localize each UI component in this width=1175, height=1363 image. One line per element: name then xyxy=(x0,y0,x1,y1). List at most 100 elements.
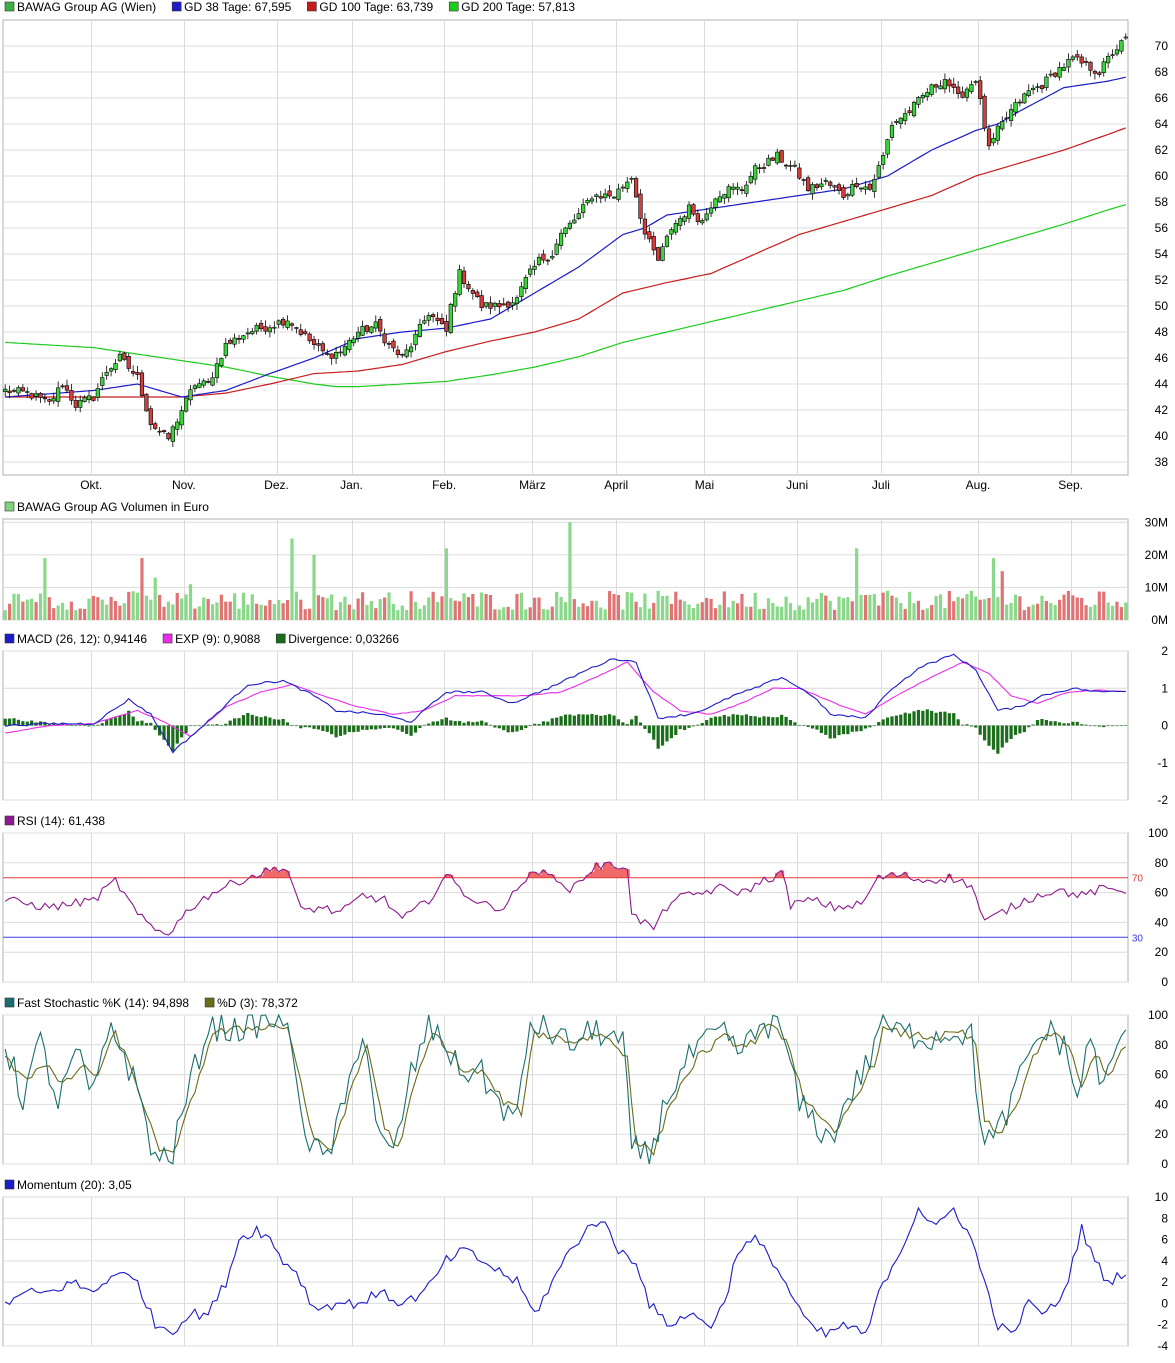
macd-legend-swatch xyxy=(276,634,285,643)
divergence-bar xyxy=(679,726,682,730)
divergence-bar xyxy=(392,726,395,729)
candle-body xyxy=(330,354,334,359)
volume-bar xyxy=(533,598,536,620)
momentum-legend-swatch xyxy=(5,1180,14,1189)
divergence-bar xyxy=(661,726,664,746)
candle-body xyxy=(643,219,647,234)
candle-body xyxy=(996,126,1000,140)
price-legend-swatch xyxy=(449,2,458,11)
divergence-bar xyxy=(1115,726,1118,727)
volume-bar xyxy=(348,605,351,620)
candle-body xyxy=(502,304,506,305)
divergence-bar xyxy=(732,714,735,725)
candle-body xyxy=(467,284,471,289)
rsi-tick-label: 80 xyxy=(1155,856,1169,870)
candle-body xyxy=(718,197,722,202)
divergence-bar xyxy=(334,726,337,738)
volume-bar xyxy=(679,600,682,620)
divergence-bar xyxy=(304,726,307,728)
divergence-bar xyxy=(723,715,726,726)
candle-body xyxy=(409,347,413,352)
divergence-bar xyxy=(965,724,968,725)
divergence-bar xyxy=(859,726,862,732)
volume-bar xyxy=(396,610,399,620)
divergence-bar xyxy=(908,713,911,725)
divergence-bar xyxy=(193,726,196,727)
divergence-bar xyxy=(590,714,593,726)
divergence-bar xyxy=(899,715,902,726)
divergence-bar xyxy=(546,722,549,726)
candlestick xyxy=(912,101,916,118)
volume-bar xyxy=(965,594,968,620)
candle-body xyxy=(334,352,338,358)
volume-bar xyxy=(61,603,64,620)
candle-body xyxy=(321,344,325,351)
candle-body xyxy=(983,96,987,128)
divergence-bar xyxy=(489,725,492,726)
volume-bar xyxy=(542,609,545,620)
volume-bar xyxy=(220,595,223,620)
momentum-tick-label: 0 xyxy=(1161,1296,1168,1310)
volume-bar xyxy=(374,608,377,620)
candle-body xyxy=(511,303,515,306)
divergence-bar xyxy=(939,712,942,726)
candle-body xyxy=(3,389,7,392)
candle-body xyxy=(542,254,546,260)
divergence-bar xyxy=(418,726,421,728)
candle-body xyxy=(877,166,881,178)
volume-bar xyxy=(326,598,329,620)
divergence-bar xyxy=(846,726,849,735)
candle-body xyxy=(564,228,568,234)
divergence-bar xyxy=(237,718,240,725)
candle-body xyxy=(96,389,100,398)
volume-bar xyxy=(529,607,532,620)
candle-body xyxy=(595,195,599,197)
divergence-bar xyxy=(123,714,126,725)
candle-body xyxy=(736,187,740,189)
divergence-bar xyxy=(630,719,633,725)
volume-bar xyxy=(820,593,823,620)
candle-body xyxy=(220,358,224,365)
volume-bar xyxy=(573,599,576,620)
price-tick-label: 42 xyxy=(1155,403,1169,417)
candle-body xyxy=(1045,77,1049,88)
divergence-bar xyxy=(396,726,399,730)
candle-body xyxy=(868,184,872,189)
divergence-bar xyxy=(807,726,810,727)
stoch-tick-label: 40 xyxy=(1155,1097,1169,1111)
volume-bar xyxy=(317,595,320,620)
volume-bar xyxy=(648,609,651,620)
candle-body xyxy=(987,129,991,146)
candle-body xyxy=(158,431,162,432)
volume-bar xyxy=(520,593,523,620)
volume-bar xyxy=(401,606,404,620)
price-tick-label: 46 xyxy=(1155,351,1169,365)
volume-bar xyxy=(295,592,298,620)
candle-body xyxy=(48,400,52,402)
divergence-bar xyxy=(317,726,320,730)
candle-body xyxy=(396,350,400,355)
volume-bar xyxy=(696,604,699,620)
divergence-bar xyxy=(295,726,298,727)
macd-legend-label: Divergence: 0,03266 xyxy=(288,632,399,646)
divergence-bar xyxy=(114,717,117,725)
volume-bar xyxy=(789,603,792,620)
divergence-bar xyxy=(282,719,285,726)
volume-bar xyxy=(48,597,51,620)
volume-bar xyxy=(1009,603,1012,620)
divergence-bar xyxy=(149,723,152,726)
volume-bar xyxy=(807,597,810,620)
volume-bar xyxy=(1040,596,1043,620)
volume-bar xyxy=(445,548,448,620)
volume-bar xyxy=(855,548,858,620)
volume-bar xyxy=(577,607,580,620)
candle-body xyxy=(1036,87,1040,88)
divergence-bar xyxy=(926,709,929,725)
volume-bar xyxy=(1027,607,1030,620)
divergence-bar xyxy=(974,726,977,728)
price-tick-label: 70 xyxy=(1155,39,1169,53)
candle-body xyxy=(775,152,779,163)
candle-body xyxy=(899,118,903,123)
